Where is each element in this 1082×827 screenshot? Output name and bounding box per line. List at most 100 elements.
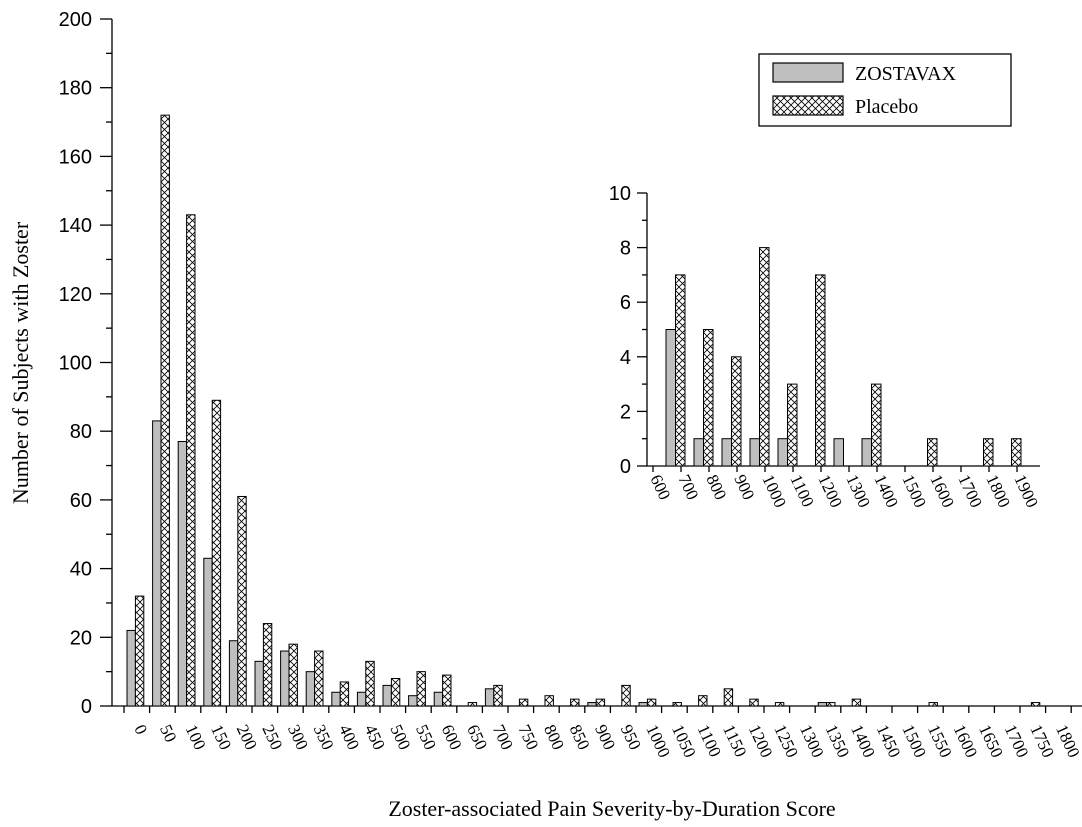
x-tick-label: 1700 [1001,722,1033,761]
bar-zostavax [305,671,316,707]
x-tick-label: 50 [156,722,180,745]
legend: ZOSTAVAX Placebo [758,53,1012,127]
bar-placebo [928,702,938,707]
bar-placebo [467,702,478,707]
y-tick-label: 200 [59,9,92,31]
bar-placebo [211,399,222,707]
inset-x-tick-label: 1200 [814,472,846,511]
inset-bar-placebo [731,356,742,467]
inset-y-tick-label: 8 [620,238,631,260]
inset-bar-zostavax [777,438,788,467]
bar-zostavax [254,660,264,707]
y-tick-label: 100 [59,353,92,375]
inset-y-tick-label: 10 [609,183,631,205]
x-tick-label: 450 [361,722,389,753]
bar-placebo [160,114,170,707]
bar-zostavax [228,640,239,707]
bar-placebo [339,681,350,707]
inset-bar-placebo [703,329,714,467]
x-axis-title: Zoster-associated Pain Severity-by-Durat… [388,796,835,821]
x-tick-label: 1150 [719,722,750,760]
legend-swatch-placebo [772,95,844,116]
x-tick-label: 1550 [924,722,956,761]
inset-y-tick-label: 4 [620,347,631,369]
bar-zostavax [203,557,213,707]
bar-placebo [749,698,759,707]
legend-swatch-zostavax [772,62,844,83]
x-tick-label: 0 [130,722,151,738]
bar-placebo [646,698,657,707]
x-tick-label: 1650 [975,722,1007,761]
bar-placebo [365,660,375,707]
inset-x-tick-label: 900 [730,472,758,503]
bar-zostavax [638,702,648,707]
inset-x-tick-label: 1400 [870,472,902,511]
y-axis-title: Number of Subjects with Zoster [8,221,33,504]
inset-x-tick-label: 600 [646,472,674,503]
bar-placebo [288,643,298,707]
bar-zostavax [587,702,597,707]
x-tick-label: 1100 [694,722,725,760]
x-tick-label: 1750 [1026,722,1058,761]
bar-placebo [390,678,401,707]
y-tick-label: 20 [70,627,92,649]
inset-bar-placebo [759,247,770,467]
inset-x-tick-label: 1600 [926,472,958,511]
x-tick-label: 1200 [745,722,777,761]
bar-placebo [774,702,785,707]
inset-bar-placebo [927,438,938,467]
bar-zostavax [280,650,290,707]
bar-zostavax [356,691,367,707]
bar-zostavax [126,629,136,707]
x-tick-label: 100 [182,722,210,753]
bar-placebo [723,688,734,707]
x-tick-label: 550 [412,722,440,753]
bar-placebo [237,495,247,707]
x-tick-label: 1800 [1052,722,1082,761]
y-tick-label: 120 [59,284,92,306]
x-tick-label: 200 [233,722,261,753]
x-tick-label: 1250 [770,722,802,761]
bar-placebo [672,702,682,707]
y-tick-label: 40 [70,559,92,581]
y-tick-label: 60 [70,490,92,512]
bar-placebo [518,698,529,707]
x-tick-label: 1350 [822,722,854,761]
bar-placebo [826,702,836,707]
inset-y-tick-label: 2 [620,401,631,423]
legend-label-zostavax: ZOSTAVAX [855,63,957,85]
inset-x-tick-label: 1900 [1010,472,1042,511]
inset-x-tick-label: 1300 [842,472,874,511]
inset-x-tick-label: 1800 [982,472,1014,511]
bar-placebo [134,595,145,707]
x-tick-label: 700 [489,722,517,753]
x-tick-label: 250 [258,722,286,753]
bar-placebo [493,684,503,707]
inset-x-tick-label: 800 [702,472,730,503]
inset-x-tick-label: 1000 [758,472,790,511]
bar-zostavax [177,441,188,707]
bar-placebo [262,623,273,707]
inset-bar-placebo [815,274,826,467]
inset-bar-placebo [1011,438,1022,467]
inset-x-tick-label: 1100 [786,472,817,510]
inset-bar-placebo [871,383,882,467]
inset-x-tick-label: 1700 [954,472,986,511]
bar-placebo [442,674,452,707]
x-tick-label: 850 [566,722,594,753]
bar-zostavax [433,691,444,707]
inset-bar-zostavax [833,438,844,467]
bar-zostavax [408,695,418,707]
bar-placebo [314,650,324,707]
bar-placebo [1030,702,1041,707]
inset-bar-zostavax [749,438,760,467]
bar-zostavax [331,691,341,707]
bar-placebo [851,698,862,707]
y-tick-label: 180 [59,78,92,100]
x-tick-label: 1300 [796,722,828,761]
x-tick-label: 650 [463,722,491,753]
bar-zostavax [484,688,495,707]
x-tick-label: 150 [207,722,235,753]
